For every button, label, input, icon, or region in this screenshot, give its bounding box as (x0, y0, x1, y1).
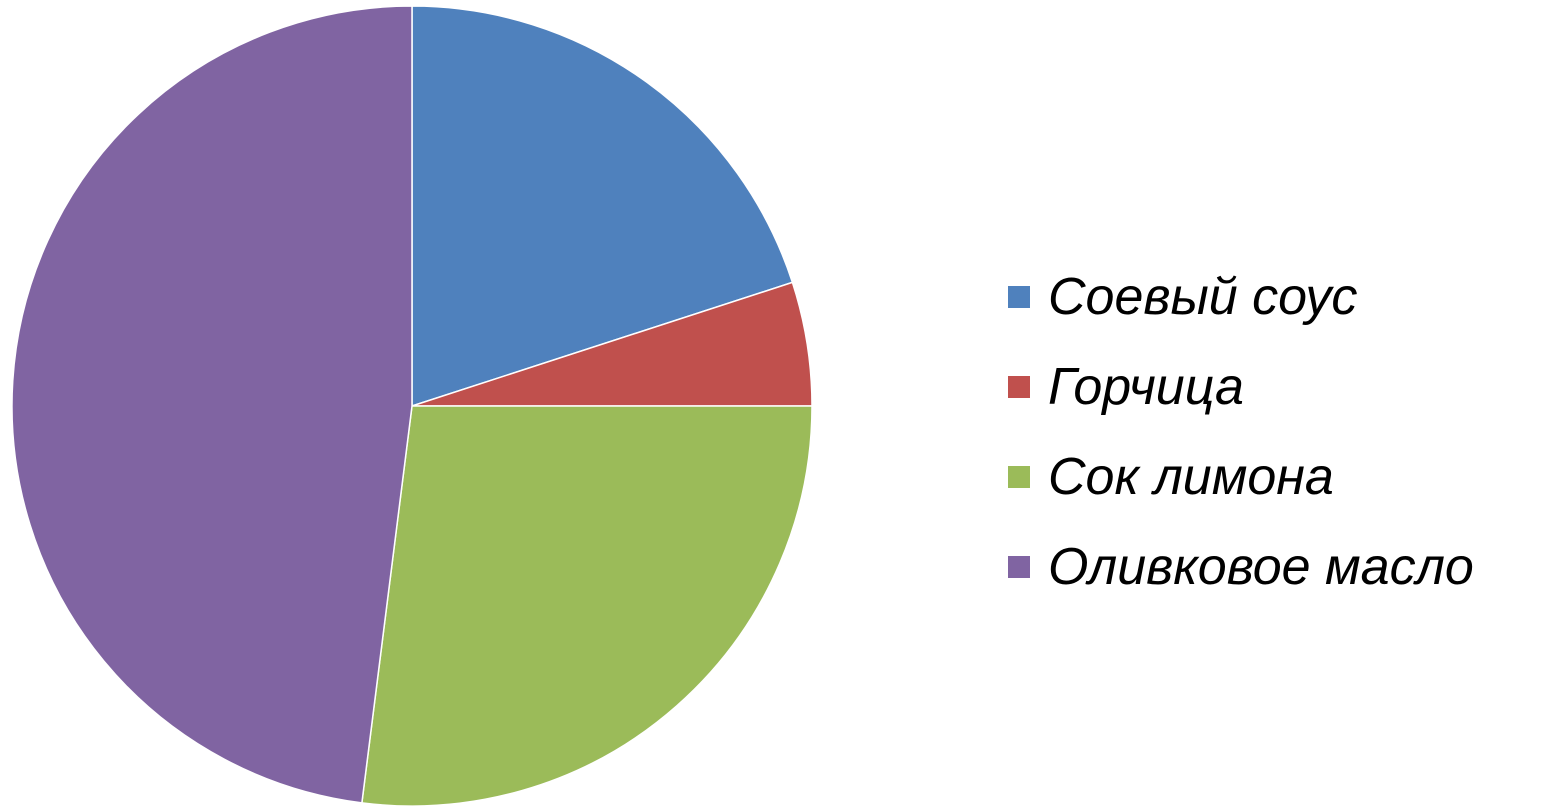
legend-swatch-lemon-juice (1008, 466, 1030, 488)
legend-item-mustard: Горчица (1008, 342, 1474, 432)
legend-label-lemon-juice: Сок лимона (1048, 448, 1334, 506)
legend-swatch-soy-sauce (1008, 286, 1030, 308)
legend-label-soy-sauce: Соевый соус (1048, 268, 1358, 326)
pie-slices (11, 5, 813, 807)
legend-item-soy-sauce: Соевый соус (1008, 252, 1474, 342)
legend-swatch-mustard (1008, 376, 1030, 398)
legend-label-olive-oil: Оливковое масло (1048, 538, 1474, 596)
legend-label-mustard: Горчица (1048, 358, 1244, 416)
legend-item-lemon-juice: Сок лимона (1008, 432, 1474, 522)
pie-slice-lemon-juice (361, 405, 813, 807)
legend-swatch-olive-oil (1008, 556, 1030, 578)
pie-slice-soy-sauce (411, 5, 794, 407)
legend-item-olive-oil: Оливковое масло (1008, 522, 1474, 612)
legend: Соевый соус Горчица Сок лимона Оливковое… (1008, 252, 1474, 612)
pie-slice-olive-oil (11, 5, 413, 804)
